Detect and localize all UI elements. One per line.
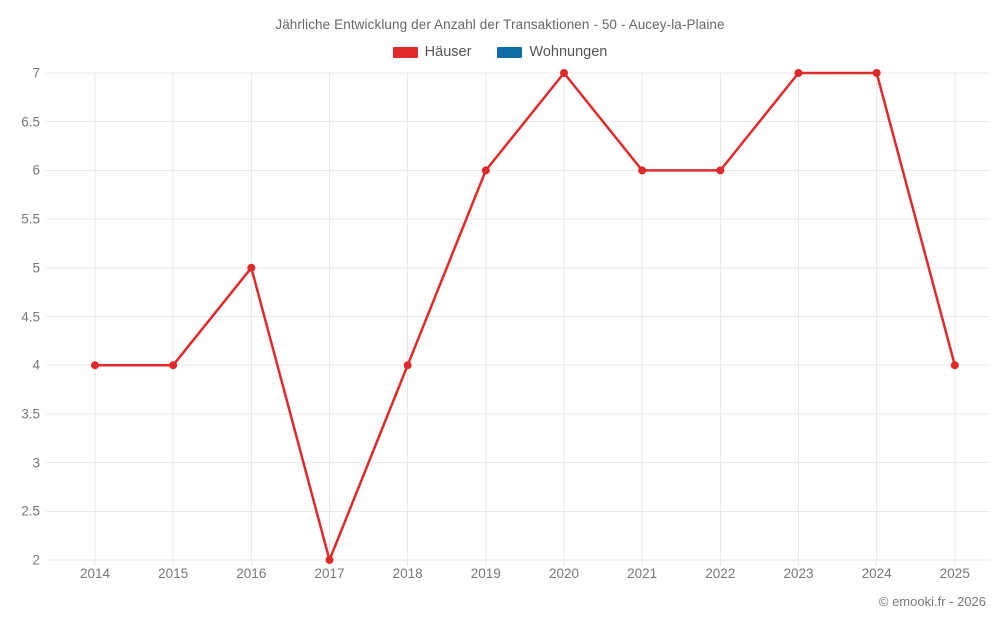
copyright-credit: © emooki.fr - 2026	[878, 594, 986, 609]
y-axis-tick-label: 5.5	[21, 211, 40, 227]
x-axis-tick-label: 2023	[783, 566, 814, 581]
chart-legend: Häuser Wohnungen	[0, 44, 1000, 60]
x-axis-tick-label: 2019	[470, 566, 501, 581]
legend-swatch-series-0	[392, 46, 418, 58]
axis-ticks	[46, 72, 956, 566]
data-point[interactable]	[716, 166, 725, 175]
data-point[interactable]	[325, 556, 334, 564]
data-point[interactable]	[872, 69, 881, 77]
chart-title: Jährliche Entwicklung der Anzahl der Tra…	[275, 17, 725, 32]
data-point[interactable]	[638, 166, 647, 175]
series-markers	[90, 69, 959, 564]
y-axis-tick-label: 4	[32, 357, 40, 373]
data-point[interactable]	[950, 361, 959, 370]
x-axis-tick-label: 2017	[314, 566, 345, 581]
series-line-0	[93, 71, 957, 562]
data-point[interactable]	[559, 69, 568, 77]
data-point[interactable]	[90, 361, 99, 370]
series-lines	[93, 71, 957, 562]
y-axis-tick-label: 3.5	[21, 406, 40, 422]
x-axis-tick-label: 2024	[861, 566, 892, 581]
x-axis-tick-label: 2014	[79, 566, 111, 581]
data-point[interactable]	[481, 166, 490, 175]
y-axis-tick-label: 2	[32, 552, 40, 568]
x-axis-tick-label: 2021	[627, 566, 658, 581]
data-point[interactable]	[247, 263, 256, 272]
y-axis-tick-label: 7	[32, 65, 40, 81]
y-axis-tick-label: 6	[32, 162, 40, 178]
y-axis-tick-label: 3	[32, 455, 40, 471]
data-point[interactable]	[169, 361, 178, 370]
x-axis-tick-label: 2016	[236, 566, 267, 581]
x-axis-tick-label: 2015	[158, 566, 189, 581]
legend-label-series-1: Wohnungen	[529, 44, 608, 60]
legend-item-series-0[interactable]: Häuser	[392, 44, 472, 60]
data-point[interactable]	[403, 361, 412, 370]
legend-label-series-0: Häuser	[424, 44, 472, 60]
legend-item-series-1[interactable]: Wohnungen	[497, 44, 607, 60]
x-axis-tick-label: 2020	[548, 566, 580, 581]
data-point[interactable]	[794, 69, 803, 77]
x-axis-tick-label: 2018	[392, 566, 423, 581]
y-axis-tick-label: 4.5	[21, 309, 40, 324]
y-axis-tick-label: 5	[32, 260, 40, 276]
y-axis-tick-label: 2.5	[21, 503, 40, 519]
legend-swatch-series-1	[497, 46, 523, 58]
x-axis-tick-label: 2025	[939, 566, 970, 581]
y-axis-tick-label: 6.5	[21, 114, 40, 130]
x-axis-tick-label: 2022	[705, 566, 736, 581]
grid-lines	[52, 72, 990, 561]
